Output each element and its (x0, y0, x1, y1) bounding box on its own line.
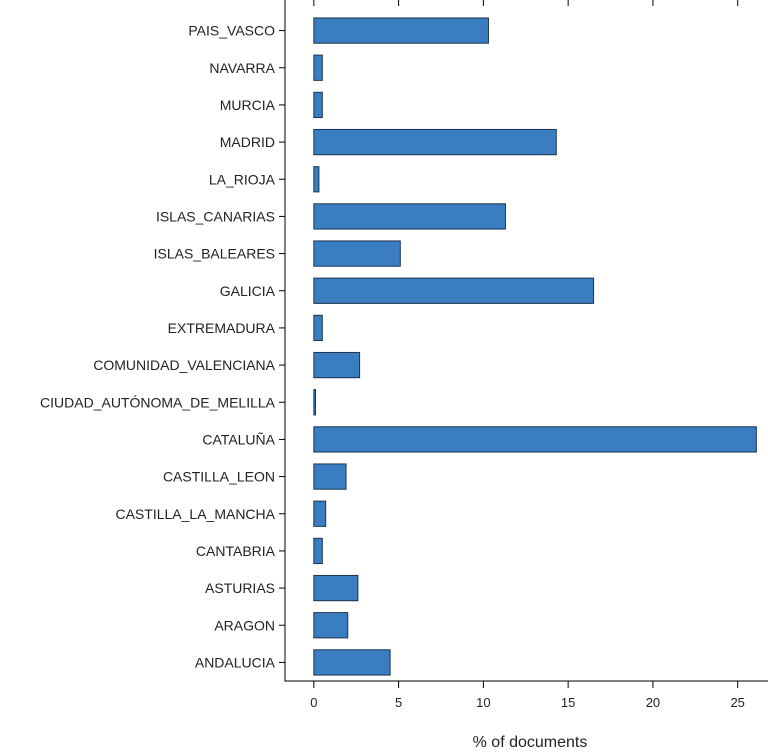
category-label: LA_RIOJA (209, 171, 276, 187)
x-tick-label: 20 (646, 695, 660, 710)
category-label: CIUDAD_AUTÓNOMA_DE_MELILLA (40, 394, 276, 410)
category-label: MADRID (220, 134, 275, 150)
category-label: ASTURIAS (205, 580, 275, 596)
bar (313, 128, 557, 156)
x-tick-label: 0 (310, 695, 317, 710)
bar (313, 277, 595, 304)
bar (313, 649, 391, 676)
x-tick-label: 15 (561, 695, 575, 710)
category-label: MURCIA (220, 97, 276, 113)
bar (313, 17, 489, 44)
category-label: NAVARRA (209, 60, 275, 76)
x-tick-label: 10 (476, 695, 490, 710)
bar (313, 54, 323, 81)
top-axis-ticks (313, 0, 739, 6)
x-tick-label: 25 (730, 695, 744, 710)
bar (313, 426, 757, 453)
bar (313, 463, 347, 490)
x-axis: 0 5 10 15 20 25 (310, 681, 745, 710)
category-label: ISLAS_BALEARES (154, 246, 275, 262)
category-label: COMUNIDAD_VALENCIANA (93, 357, 275, 373)
bar (313, 166, 320, 193)
x-tick-label: 5 (395, 695, 402, 710)
bar (313, 240, 401, 267)
bar (313, 314, 323, 342)
category-labels: ANDALUCIA ARAGON ASTURIAS CANTABRIA CASTILLA… (40, 23, 276, 671)
category-ticks (279, 30, 285, 663)
bar (313, 351, 361, 379)
bar (313, 91, 323, 119)
category-label: ARAGON (214, 617, 275, 633)
bar (313, 389, 317, 416)
bar (313, 500, 327, 527)
bar (313, 203, 506, 230)
bars (313, 17, 757, 676)
bar (313, 612, 349, 639)
plot-frame (284, 0, 768, 682)
bar (313, 574, 359, 602)
category-label: CATALUÑA (202, 431, 275, 447)
category-label: CASTILLA_LA_MANCHA (115, 506, 275, 522)
category-label: GALICIA (220, 283, 276, 299)
category-label: EXTREMADURA (168, 320, 276, 336)
bar (313, 537, 323, 565)
category-label: CASTILLA_LEON (163, 469, 275, 485)
category-label: ISLAS_CANARIAS (156, 208, 275, 224)
category-label: CANTABRIA (196, 543, 276, 559)
x-axis-title: % of documents (473, 734, 588, 751)
category-label: PAIS_VASCO (188, 23, 275, 39)
category-label: ANDALUCIA (195, 654, 276, 670)
